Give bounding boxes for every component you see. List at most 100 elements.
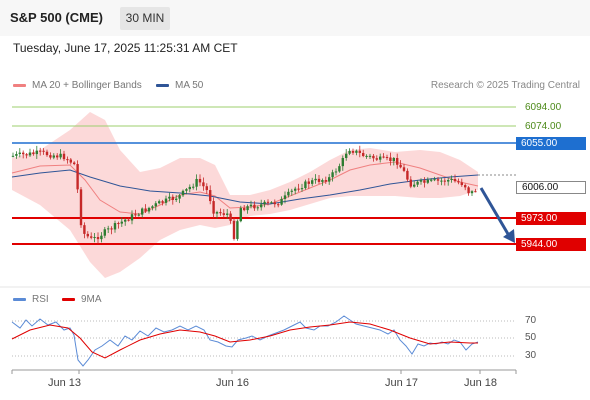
candle-body <box>124 219 127 222</box>
candle-body <box>195 178 198 187</box>
candle-body <box>52 155 55 158</box>
candle-body <box>96 237 100 240</box>
legend-9ma-label: 9MA <box>81 294 102 305</box>
candle-body <box>277 204 280 206</box>
candle-body <box>185 189 188 191</box>
ma20-line <box>11 161 479 215</box>
candle-body <box>141 208 144 215</box>
candle-body <box>100 235 103 240</box>
candle-body <box>270 202 273 204</box>
candle-body <box>263 201 266 205</box>
candle-body <box>300 188 304 190</box>
candle-body <box>426 179 429 183</box>
candle-body <box>328 177 331 182</box>
candle-body <box>86 233 89 237</box>
candle-body <box>222 213 225 215</box>
candle-body <box>209 190 212 202</box>
candle-body <box>236 221 239 239</box>
candle-body <box>447 179 450 182</box>
candle-body <box>249 204 253 207</box>
candle-body <box>453 178 457 182</box>
x-label-jun13: Jun 13 <box>48 377 82 389</box>
candle-body <box>311 180 314 184</box>
x-label-jun16: Jun 16 <box>216 377 250 389</box>
candle-body <box>307 181 310 184</box>
symbol-title: S&P 500 (CME) <box>10 10 103 25</box>
candle-body <box>137 214 140 216</box>
candle-body <box>304 181 307 189</box>
candle-body <box>62 153 66 160</box>
candle-body <box>314 178 317 181</box>
legend-rsi-swatch <box>13 297 26 301</box>
candle-body <box>90 236 93 238</box>
candle-body <box>470 191 474 194</box>
candle-body <box>345 153 348 158</box>
level-label-6074: 6074.00 <box>525 121 562 132</box>
candle-body <box>399 164 402 168</box>
candle-body <box>28 152 32 156</box>
candle-body <box>171 196 174 200</box>
candle-body <box>362 152 365 156</box>
candle-body <box>317 178 321 182</box>
legend-9ma-swatch <box>62 297 75 301</box>
candle-body <box>192 186 195 188</box>
candle-body <box>151 206 154 208</box>
candle-body <box>321 180 324 182</box>
candle-body <box>253 204 256 209</box>
candle-body <box>266 201 270 203</box>
candle-body <box>188 186 191 190</box>
candle-body <box>348 150 351 154</box>
candle-body <box>103 229 106 236</box>
candle-body <box>73 162 76 165</box>
candle-body <box>355 150 358 153</box>
candle-body <box>83 225 86 234</box>
copyright: Research © 2025 Trading Central <box>430 80 580 91</box>
candle-body <box>297 188 300 190</box>
candle-body <box>219 212 222 214</box>
candle-body <box>423 180 426 183</box>
candle-body <box>59 153 62 158</box>
candle-body <box>243 208 246 211</box>
candle-body <box>113 223 117 230</box>
candle-body <box>198 178 202 183</box>
level-label-6094: 6094.00 <box>525 102 562 113</box>
candle-body <box>158 201 161 204</box>
candle-body <box>287 191 290 196</box>
candle-body <box>45 151 49 156</box>
candle-body <box>382 156 385 158</box>
level-label-5944: 5944.00 <box>516 238 586 251</box>
candle-body <box>117 223 120 225</box>
last-price-label: 6006.00 <box>516 181 586 194</box>
candle-body <box>154 203 157 207</box>
candle-body <box>11 155 15 157</box>
candle-body <box>178 195 181 199</box>
candle-body <box>402 167 406 171</box>
candle-body <box>168 196 171 199</box>
ma50-line <box>11 169 479 205</box>
candle-body <box>283 195 287 199</box>
candle-body <box>39 150 42 152</box>
candle-body <box>372 155 375 159</box>
candle-body <box>22 152 25 155</box>
candle-body <box>433 179 436 181</box>
candle-body <box>42 150 45 152</box>
candle-body <box>460 182 463 186</box>
timestamp: Tuesday, June 17, 2025 11:25:31 AM CET <box>13 41 238 55</box>
candle-body <box>385 157 389 159</box>
candle-body <box>396 158 399 165</box>
candle-body <box>120 221 123 224</box>
candle-body <box>375 158 378 160</box>
rsi-tick-30: 30 <box>525 350 537 361</box>
candle-body <box>175 198 178 200</box>
candle-body <box>76 164 79 190</box>
legend-ma50-label: MA 50 <box>175 80 204 91</box>
candle-body <box>334 171 338 173</box>
candle-body <box>69 159 72 163</box>
x-label-jun18: Jun 18 <box>464 377 498 389</box>
candle-body <box>450 178 453 180</box>
timeframe-badge[interactable]: 30 MIN <box>120 7 170 30</box>
candle-body <box>93 237 96 239</box>
candlesticks <box>11 145 477 244</box>
candle-body <box>32 152 35 155</box>
candle-body <box>147 207 151 212</box>
